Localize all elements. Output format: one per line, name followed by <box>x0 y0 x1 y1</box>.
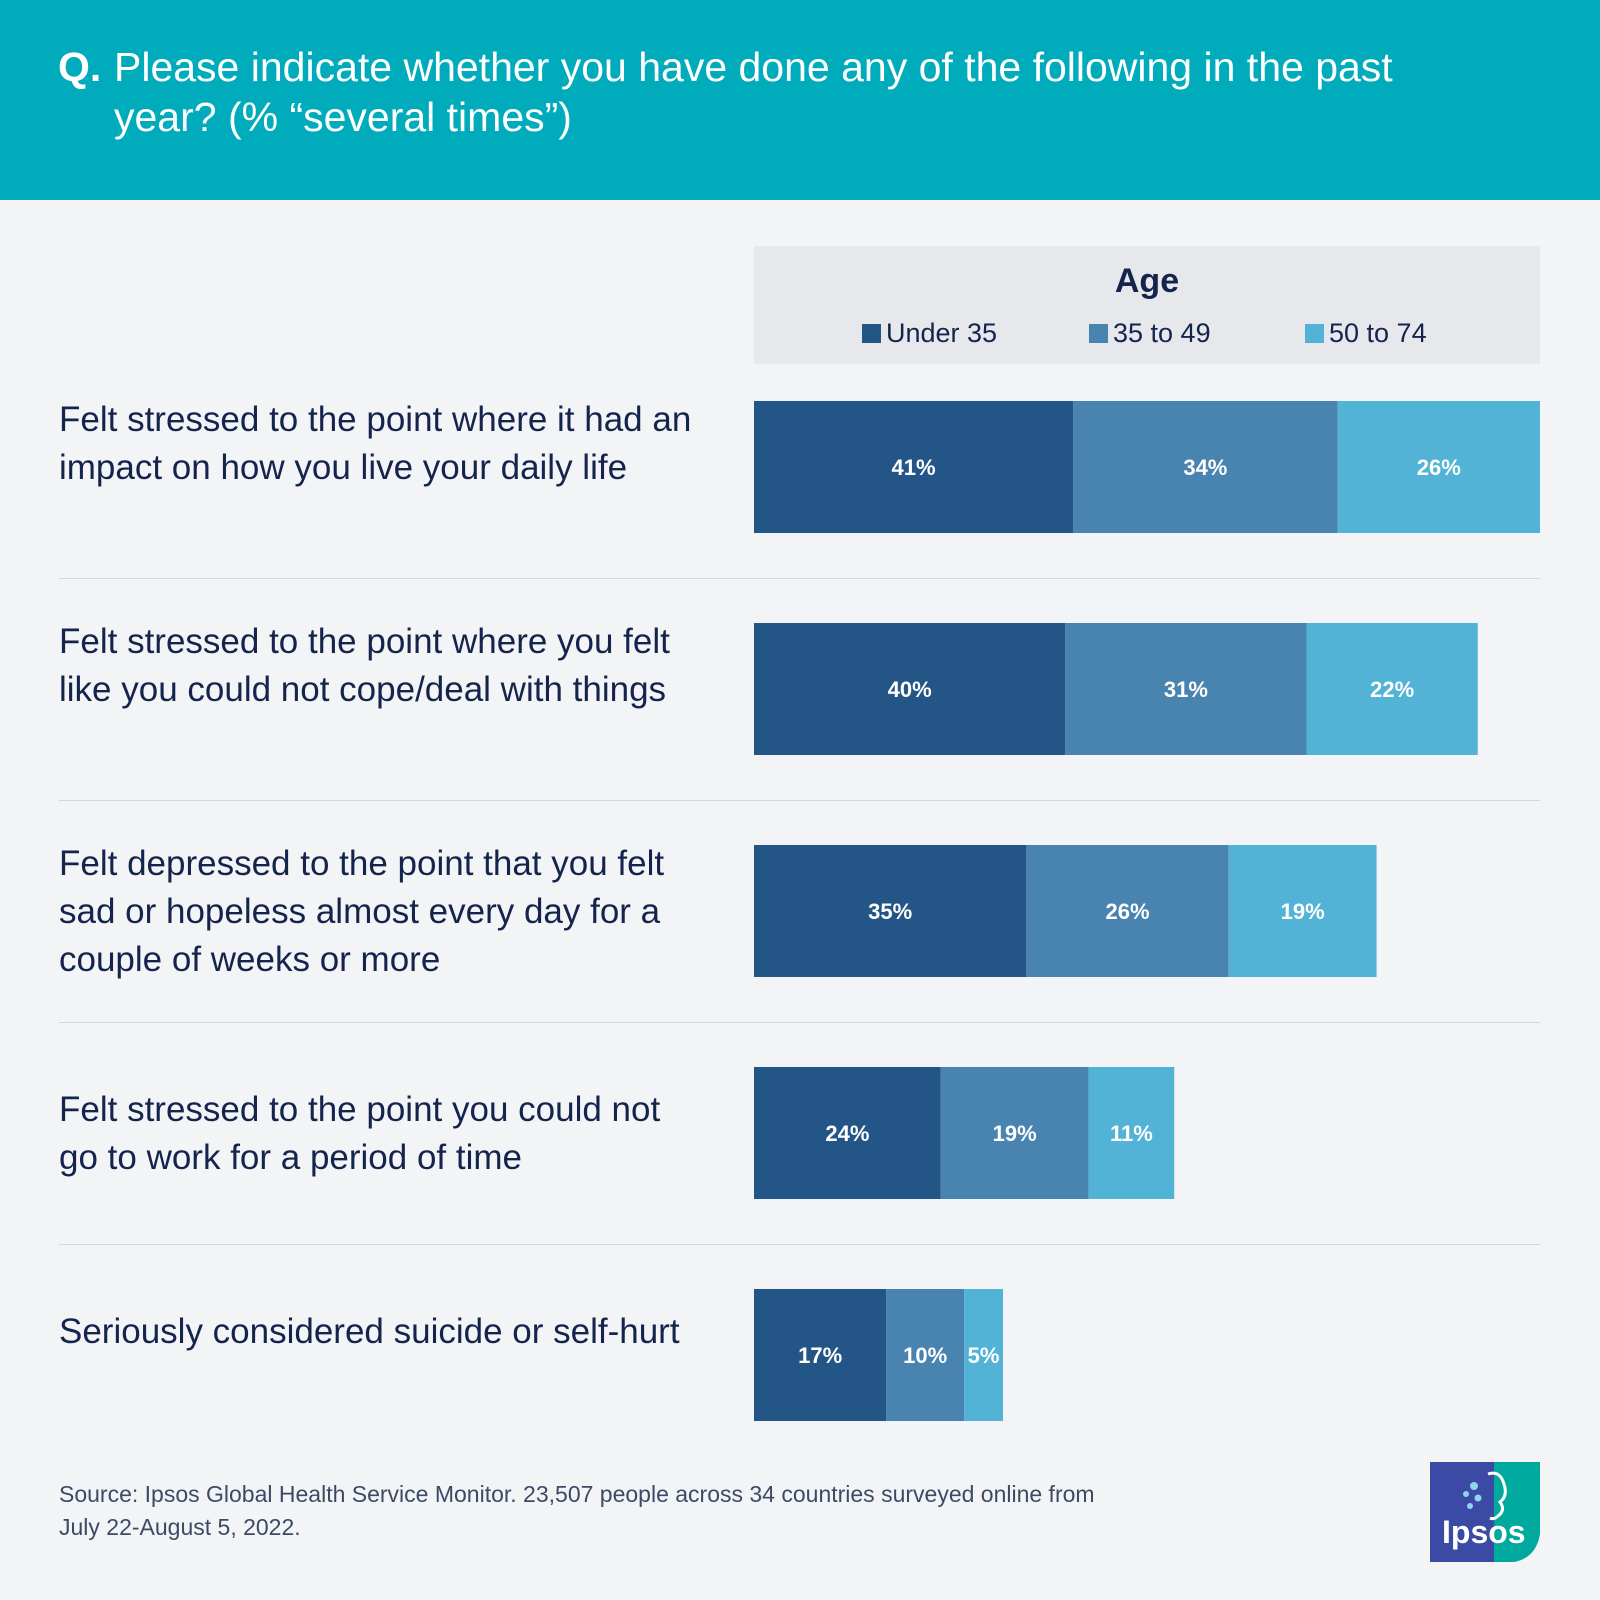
bar-value-label: 17% <box>798 1343 842 1368</box>
row-label-2: Felt stressed to the point where you fel… <box>59 622 670 709</box>
legend-swatch-35-to-49 <box>1089 324 1108 343</box>
bar-value-label: 34% <box>1183 455 1227 480</box>
bar-value-label: 19% <box>1281 899 1325 924</box>
question-prefix: Q. <box>58 44 102 90</box>
legend-swatch-50-to-74 <box>1305 324 1324 343</box>
bar-segment <box>1065 623 1307 755</box>
bar-value-label: 35% <box>868 899 912 924</box>
row-label-1: Felt stressed to the point where it had … <box>59 400 692 487</box>
row-label-5: Seriously considered suicide or self-hur… <box>59 1312 680 1351</box>
bar-value-label: 19% <box>993 1121 1037 1146</box>
bar-segment <box>1088 1067 1175 1199</box>
legend-label-50-to-74: 50 to 74 <box>1329 318 1427 348</box>
legend-swatch-under-35 <box>862 324 881 343</box>
row-label-4: Felt stressed to the point you could not… <box>59 1090 661 1177</box>
bar-value-label: 26% <box>1417 455 1461 480</box>
legend-item-50-to-74: 50 to 74 <box>1305 318 1427 349</box>
bar-segment <box>1073 401 1338 533</box>
bar-segment <box>1337 401 1540 533</box>
row-divider <box>59 578 1540 579</box>
bar-value-label: 11% <box>1110 1121 1153 1146</box>
bar-segment <box>1228 845 1377 977</box>
row-divider <box>59 1244 1540 1245</box>
bar-segment <box>886 1289 965 1421</box>
legend-title: Age <box>1114 262 1180 300</box>
legend-label-under-35: Under 35 <box>886 318 998 348</box>
bar-segment <box>964 1289 1004 1421</box>
bar-value-label: 22% <box>1370 677 1414 702</box>
row-divider <box>59 800 1540 801</box>
bar-segment <box>754 845 1027 977</box>
legend: Age Under 35 35 to 49 50 to 74 <box>754 246 1540 364</box>
ipsos-logo-text: Ipsos <box>1442 1514 1526 1550</box>
bar-segment <box>1306 623 1478 755</box>
stacked-bar-chart: 41% 34% 26% 40% 31% 22% 35% 26% 19% 24% 19% 11% 17% 1… <box>754 401 1540 1421</box>
bar-segment <box>754 401 1074 533</box>
legend-item-35-to-49: 35 to 49 <box>1089 318 1211 349</box>
bar-segment <box>754 623 1066 755</box>
bar-value-label: 41% <box>892 455 936 480</box>
bar-value-label: 5% <box>968 1343 1000 1368</box>
ipsos-logo: Ipsos <box>1430 1462 1540 1562</box>
legend-label-35-to-49: 35 to 49 <box>1113 318 1211 348</box>
bar-value-label: 26% <box>1106 899 1150 924</box>
legend-item-under-35: Under 35 <box>862 318 997 349</box>
ipsos-logo-mark <box>1430 1462 1540 1562</box>
bar-value-label: 24% <box>825 1121 869 1146</box>
bar-segment <box>940 1067 1089 1199</box>
question-text: Please indicate whether you have done an… <box>114 44 1393 140</box>
bar-value-label: 10% <box>903 1343 947 1368</box>
bar-value-label: 40% <box>888 677 932 702</box>
row-divider <box>59 1022 1540 1023</box>
row-label-3: Felt depressed to the point that you fel… <box>59 844 665 979</box>
bar-value-label: 31% <box>1164 677 1208 702</box>
bar-segment <box>754 1067 941 1199</box>
question-title: Q. Please indicate whether you have done… <box>58 42 1478 142</box>
header-banner: Q. Please indicate whether you have done… <box>0 0 1600 200</box>
bar-segment <box>754 1289 887 1421</box>
bar-segment <box>1026 845 1229 977</box>
source-note: Source: Ipsos Global Health Service Moni… <box>59 1481 1095 1540</box>
